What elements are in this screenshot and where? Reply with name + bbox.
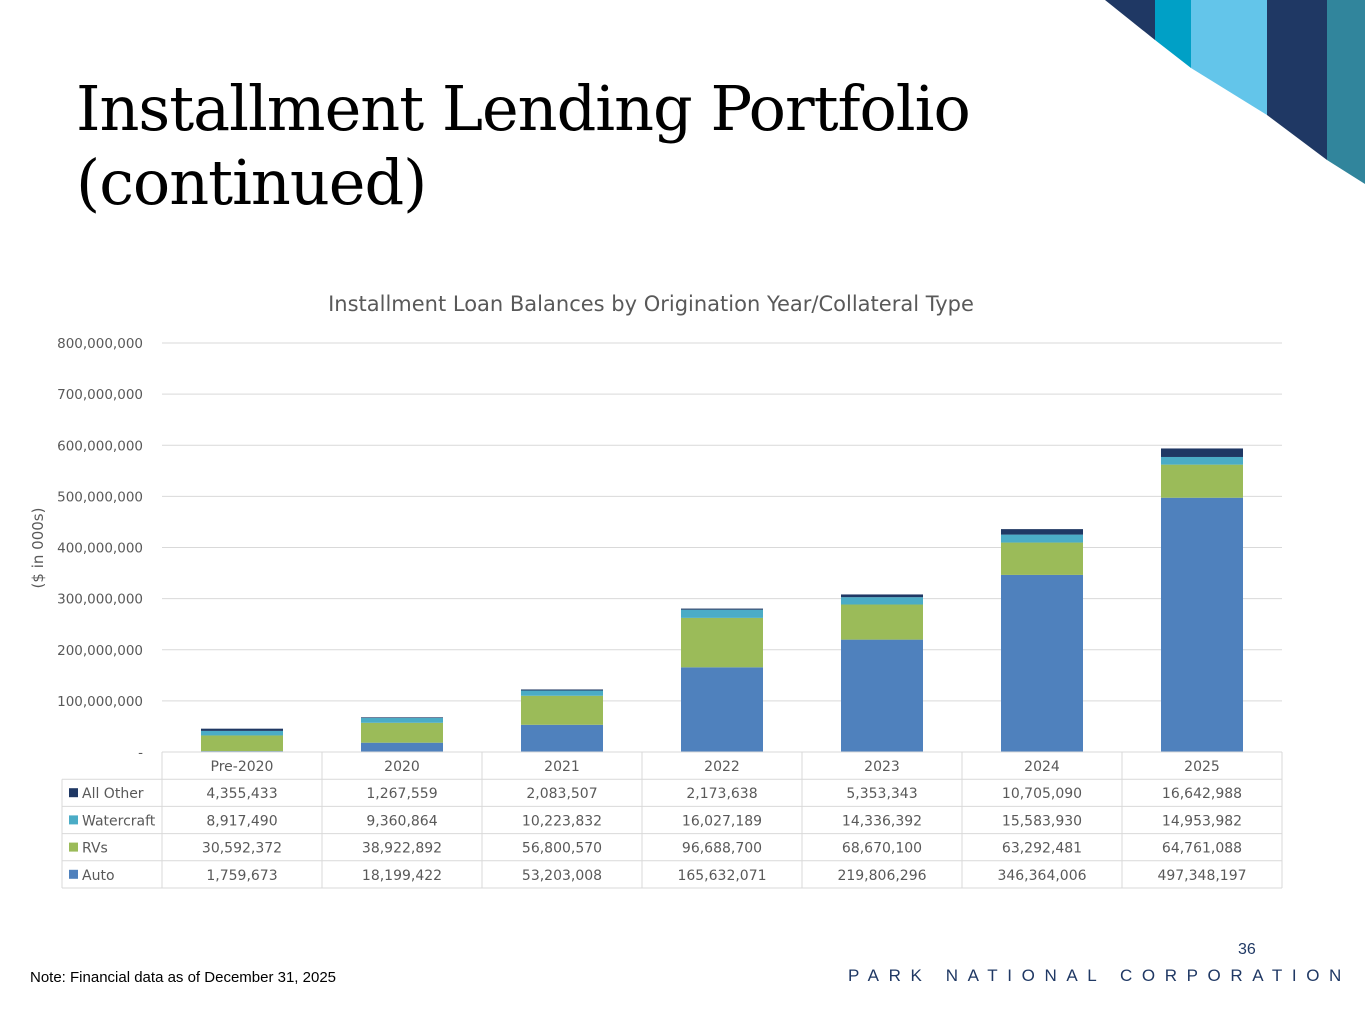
bar-segment-all-other [681, 608, 763, 610]
table-cell: 2,173,638 [686, 786, 757, 802]
table-cell: 16,027,189 [682, 813, 762, 829]
chart-title: Installment Loan Balances by Origination… [328, 292, 974, 316]
table-cell: 1,759,673 [206, 868, 277, 884]
bar-segment-rvs [1001, 542, 1083, 575]
y-tick-label: - [138, 745, 143, 761]
table-cell: 14,336,392 [842, 813, 922, 829]
bar-segment-rvs [361, 722, 443, 743]
bar-segment-rvs [521, 695, 603, 725]
decor-stripe-teal [1327, 0, 1365, 184]
legend-label: RVs [82, 841, 108, 857]
table-cell: 1,267,559 [366, 786, 437, 802]
legend-label: Watercraft [82, 813, 156, 829]
table-cell: 30,592,372 [202, 841, 282, 857]
y-axis-ticks: - 100,000,000 200,000,000 300,000,000 400,00… [57, 336, 143, 761]
bar-segment-watercraft [201, 730, 283, 736]
table-cell: 64,761,088 [1162, 841, 1242, 857]
legend-key [69, 788, 78, 798]
bar-segment-watercraft [841, 597, 923, 605]
legend-key [69, 815, 78, 825]
legend-label: Auto [82, 868, 115, 884]
table-cell: 63,292,481 [1002, 841, 1082, 857]
table-cell: 18,199,422 [362, 868, 442, 884]
table-cell: 346,364,006 [997, 868, 1086, 884]
x-category-label: 2024 [1024, 759, 1060, 775]
corner-decoration [1105, 0, 1365, 184]
x-category-label: 2021 [544, 759, 580, 775]
company-wordmark: PARK NATIONAL CORPORATION [848, 966, 1351, 985]
bar-segment-watercraft [1161, 456, 1243, 465]
legend-key [69, 869, 78, 879]
y-tick-label: 300,000,000 [57, 592, 143, 608]
table-cell: 16,642,988 [1162, 786, 1242, 802]
bar-segment-watercraft [1001, 534, 1083, 543]
bar-segment-auto [841, 639, 923, 752]
bar-segment-auto [521, 724, 603, 752]
slide-title-line-2: (continued) [76, 146, 427, 219]
y-axis-label: ($ in 000s) [29, 508, 47, 589]
table-cell: 8,917,490 [206, 813, 277, 829]
table-cell: 4,355,433 [206, 786, 277, 802]
bar-segment-watercraft [361, 718, 443, 723]
table-cell: 2,083,507 [526, 786, 597, 802]
bar-segment-watercraft [521, 690, 603, 696]
x-category-label: 2020 [384, 759, 420, 775]
y-tick-label: 200,000,000 [57, 643, 143, 659]
bar-segment-watercraft [681, 609, 763, 618]
decor-stripe-navy [1267, 0, 1327, 160]
table-cell: 14,953,982 [1162, 813, 1242, 829]
x-category-label: 2025 [1184, 759, 1220, 775]
bar-segment-all-other [201, 728, 283, 731]
table-cell: 219,806,296 [837, 868, 926, 884]
bar-segment-all-other [521, 689, 603, 691]
table-cell: 38,922,892 [362, 841, 442, 857]
table-cell: 497,348,197 [1157, 868, 1246, 884]
y-tick-label: 700,000,000 [57, 387, 143, 403]
table-cell: 15,583,930 [1002, 813, 1082, 829]
bar-segment-all-other [841, 594, 923, 598]
table-cell: 10,705,090 [1002, 786, 1082, 802]
x-category-label: Pre-2020 [211, 759, 274, 775]
bar-segment-auto [1161, 497, 1243, 752]
y-tick-label: 100,000,000 [57, 694, 143, 710]
bar-segment-rvs [681, 617, 763, 668]
bar-segment-auto [1001, 574, 1083, 752]
table-cell: 68,670,100 [842, 841, 922, 857]
table-cell: 9,360,864 [366, 813, 437, 829]
x-category-label: 2023 [864, 759, 900, 775]
bar-segment-all-other [1001, 529, 1083, 535]
y-tick-label: 500,000,000 [57, 489, 143, 505]
bar-segment-auto [361, 742, 443, 752]
decor-stripe-navy-left [1105, 0, 1155, 40]
legend-key [69, 842, 78, 852]
decor-stripe-cyan [1155, 0, 1191, 68]
bar-segment-auto [681, 667, 763, 752]
decor-stripe-lightblue [1191, 0, 1267, 115]
slide-title: Installment Lending Portfolio (continued… [76, 72, 971, 220]
bar-segment-all-other [1161, 448, 1243, 457]
y-tick-label: 600,000,000 [57, 438, 143, 454]
table-cell: 165,632,071 [677, 868, 766, 884]
footnote: Note: Financial data as of December 31, … [30, 969, 337, 986]
bar-segment-rvs [201, 735, 283, 752]
y-tick-label: 800,000,000 [57, 336, 143, 352]
slide-title-line-1: Installment Lending Portfolio [76, 72, 971, 145]
x-category-label: 2022 [704, 759, 740, 775]
table-cell: 96,688,700 [682, 841, 762, 857]
table-cell: 5,353,343 [846, 786, 917, 802]
data-table: Pre-2020 2020 2021 2022 2023 2024 2025 All Othe… [61, 751, 1283, 889]
table-cell: 53,203,008 [522, 868, 602, 884]
bars [201, 448, 1243, 752]
page-number: 36 [1238, 941, 1256, 958]
table-cell: 10,223,832 [522, 813, 602, 829]
bar-segment-rvs [1161, 464, 1243, 498]
table-cell: 56,800,570 [522, 841, 602, 857]
legend-label: All Other [82, 786, 144, 802]
bar-segment-all-other [361, 717, 443, 719]
bar-segment-rvs [841, 604, 923, 640]
y-tick-label: 400,000,000 [57, 541, 143, 557]
